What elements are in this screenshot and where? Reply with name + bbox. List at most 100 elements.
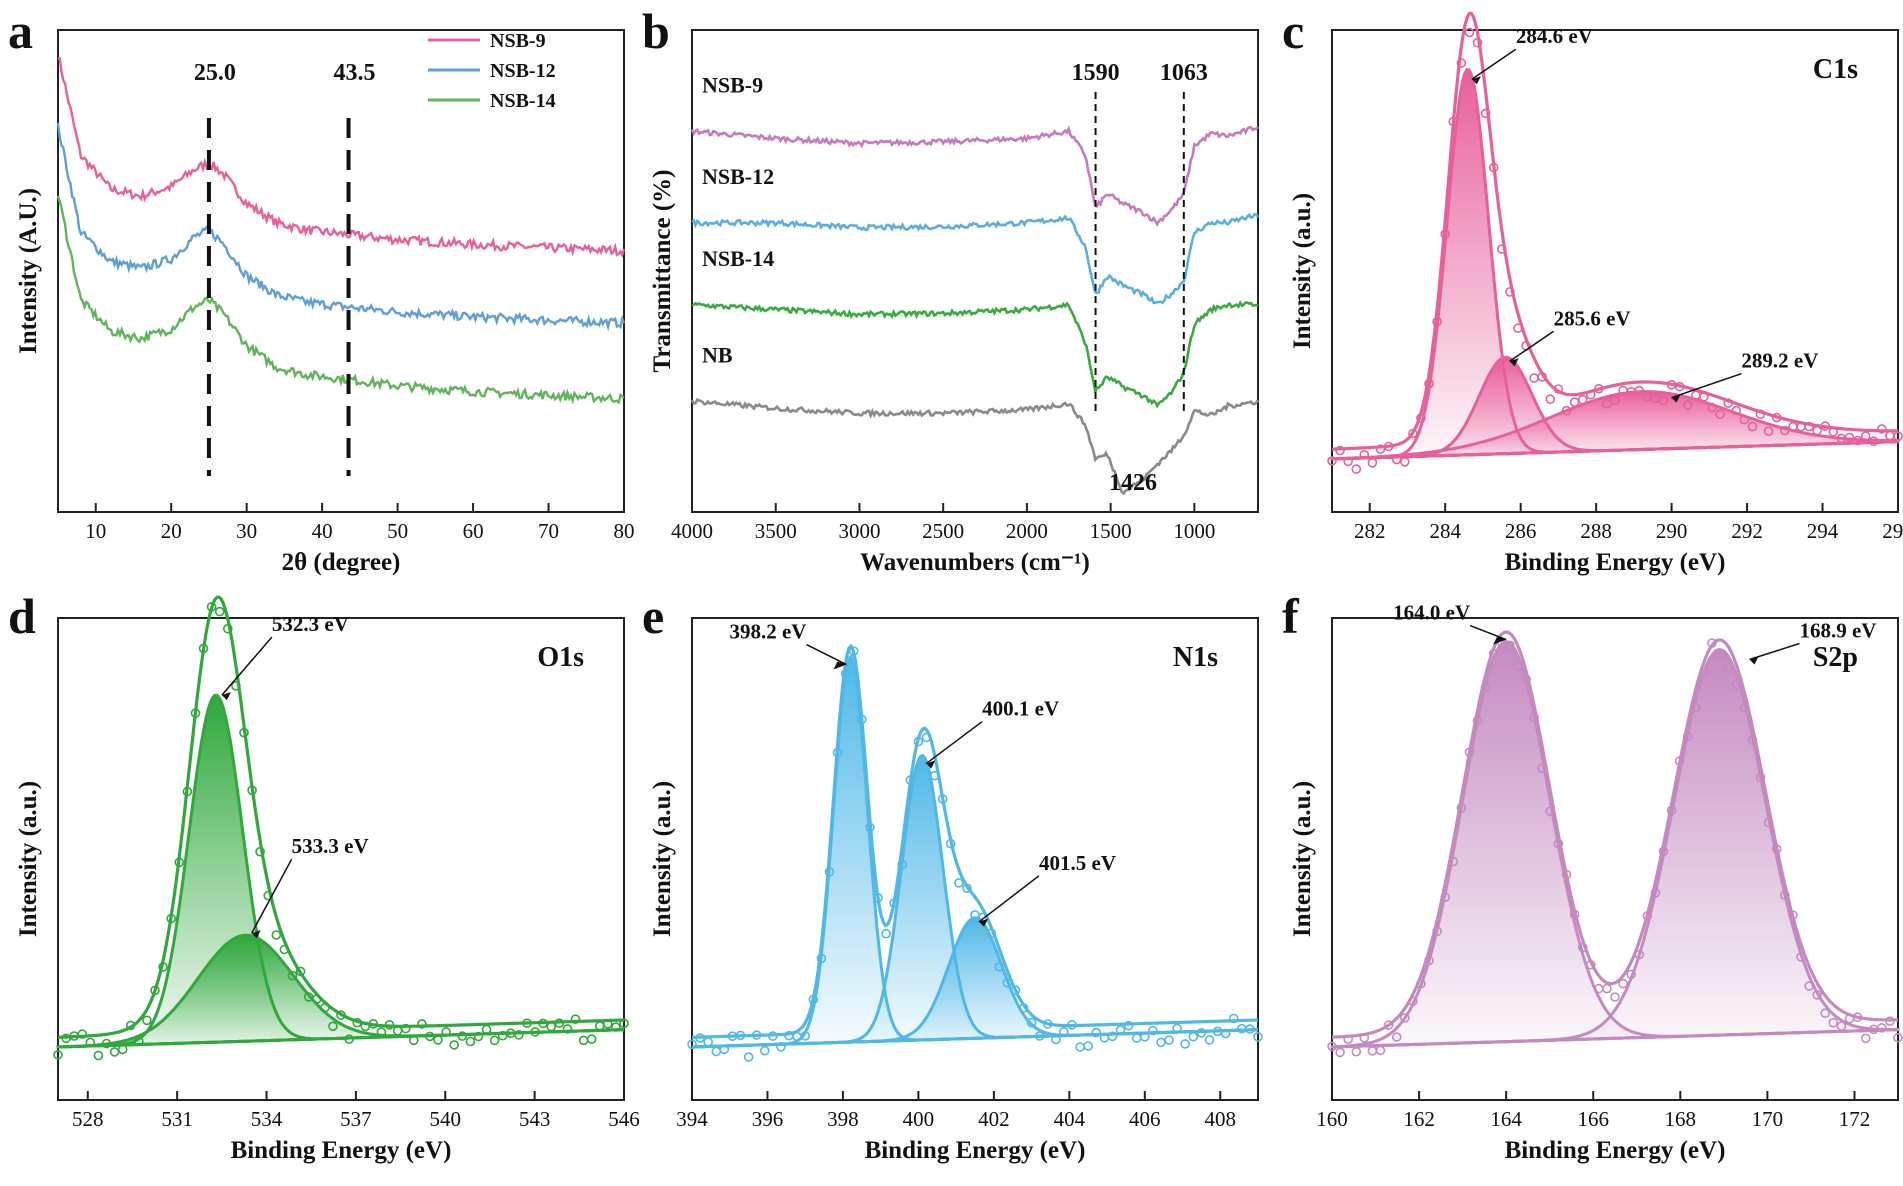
data-point: [150, 985, 160, 996]
data-point: [1715, 649, 1725, 659]
data-point: [101, 1038, 112, 1049]
data-point: [1002, 978, 1013, 988]
arrow-head: [1509, 358, 1519, 367]
data-point: [1115, 1025, 1126, 1035]
peak-annotation: 285.6 eV: [1554, 306, 1631, 330]
data-point: [1877, 424, 1887, 434]
data-point: [1391, 1032, 1402, 1042]
data-point: [109, 1047, 120, 1057]
baseline: [57, 1028, 625, 1049]
data-point: [1488, 162, 1499, 173]
data-point: [449, 1040, 460, 1050]
data-point: [1375, 1045, 1386, 1056]
legend-label: NSB-12: [490, 60, 556, 82]
data-point: [231, 680, 241, 691]
data-point: [1577, 942, 1588, 953]
envelope-fit: [57, 595, 625, 1039]
data-point: [743, 1052, 754, 1062]
data-point: [1343, 456, 1353, 467]
peak-annotation: 284.6 eV: [1516, 24, 1593, 48]
band-marker-label: 1590: [1072, 60, 1120, 86]
x-tick-label: 2500: [922, 519, 964, 543]
x-tick-label: 1500: [1090, 519, 1132, 543]
data-point: [1860, 1033, 1871, 1044]
plot-frame: [691, 617, 1259, 1101]
data-point: [751, 1030, 762, 1040]
panel-letter-f: f: [1282, 588, 1300, 644]
data-point: [473, 1031, 484, 1042]
data-point: [1228, 1013, 1239, 1024]
data-point: [214, 606, 225, 617]
data-point: [824, 867, 835, 877]
x-tick-label: 528: [72, 1107, 104, 1131]
series-line-nsb-12: [56, 122, 626, 332]
panel-letter-e: e: [642, 588, 664, 644]
data-point: [759, 1045, 770, 1056]
data-point: [1780, 890, 1790, 901]
x-tick-label: 292: [1731, 519, 1763, 543]
data-point: [489, 1035, 500, 1046]
data-point: [1464, 27, 1475, 38]
x-tick-label: 286: [1505, 519, 1537, 543]
data-point: [848, 646, 859, 656]
data-point: [873, 892, 883, 903]
data-point: [1335, 1047, 1345, 1058]
data-point: [897, 859, 908, 870]
data-point: [1140, 1032, 1150, 1042]
data-point: [1650, 888, 1661, 898]
data-point: [1335, 445, 1345, 456]
data-point: [881, 928, 891, 939]
peak-annotation: 401.5 eV: [1039, 851, 1116, 875]
x-tick-label: 408: [1205, 1107, 1237, 1131]
panel-letter-a: a: [8, 3, 33, 59]
data-point: [1658, 846, 1669, 857]
data-point: [1188, 1031, 1199, 1042]
data-point: [1634, 949, 1645, 960]
peak-marker-label: 43.5: [334, 60, 376, 86]
data-point: [1739, 414, 1750, 425]
x-tick-label: 168: [1665, 1107, 1697, 1131]
data-point: [174, 857, 185, 868]
series-line-nsb-14: [56, 195, 625, 405]
data-point: [586, 1034, 597, 1044]
arrow-head: [251, 930, 261, 939]
data-point: [1585, 389, 1596, 400]
data-point: [538, 1018, 548, 1029]
peak-annotation: 289.2 eV: [1741, 349, 1818, 373]
data-point: [352, 1017, 363, 1028]
data-point: [1860, 431, 1871, 441]
legend-label: NSB-14: [490, 90, 556, 112]
x-tick-label: 50: [387, 519, 408, 543]
data-point: [1707, 402, 1717, 413]
spectrum-title: O1s: [537, 642, 584, 673]
x-tick-label: 170: [1752, 1107, 1784, 1131]
data-point: [1351, 1046, 1362, 1057]
y-axis-label: Intensity (A.U.): [15, 188, 42, 354]
data-point: [1691, 702, 1701, 713]
y-axis-label: Intensity (a.u.): [1289, 193, 1316, 349]
x-tick-label: 2000: [1006, 519, 1048, 543]
data-point: [400, 1023, 411, 1034]
data-point: [117, 1044, 128, 1055]
data-point: [1666, 805, 1677, 816]
data-point: [929, 770, 940, 781]
data-point: [1164, 1035, 1174, 1045]
data-point: [1868, 436, 1879, 447]
series-line-nsb-14: [691, 300, 1259, 409]
data-point: [1464, 747, 1475, 758]
data-point: [1828, 1017, 1839, 1028]
data-point: [1569, 397, 1580, 408]
data-point: [602, 1018, 613, 1029]
data-point: [1747, 421, 1758, 432]
plot-frame: [691, 29, 1259, 513]
data-point: [336, 1010, 346, 1021]
data-point: [1083, 1041, 1093, 1051]
data-point: [295, 966, 306, 977]
data-point: [1715, 409, 1725, 420]
data-point: [1812, 425, 1822, 436]
data-point: [1123, 1020, 1134, 1031]
data-point: [344, 1034, 354, 1044]
data-point: [832, 747, 843, 758]
data-point: [594, 1021, 605, 1031]
data-point: [77, 1029, 88, 1039]
